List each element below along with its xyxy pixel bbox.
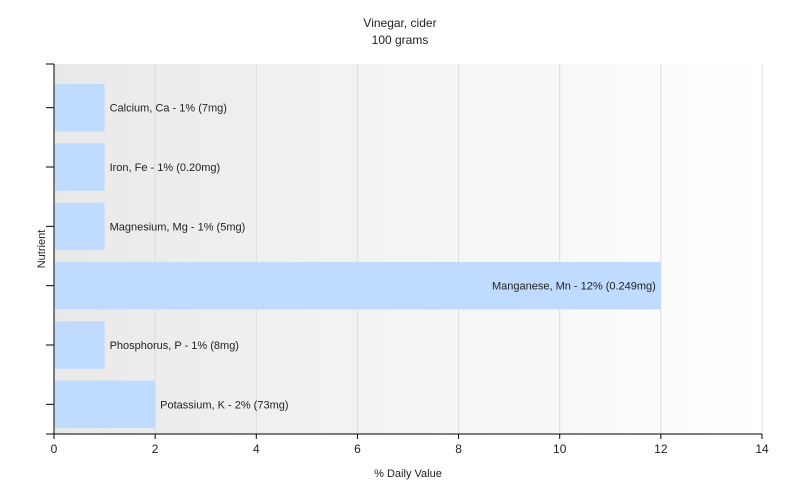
bar-label: Potassium, K - 2% (73mg) (160, 399, 288, 411)
gridlines (154, 64, 763, 434)
bar (55, 83, 105, 132)
bar-label: Calcium, Ca - 1% (7mg) (110, 103, 227, 115)
x-tick-label: 8 (455, 442, 462, 456)
chart-subtitle: 100 grams (372, 33, 429, 47)
axes: 0 2 4 6 8 10 12 14 (46, 63, 769, 456)
x-tick-label: 14 (755, 442, 769, 456)
bar-label: Manganese, Mn - 12% (0.249mg) (492, 281, 656, 293)
bar-label: Magnesium, Mg - 1% (5mg) (110, 221, 246, 233)
bar (55, 202, 105, 251)
bar (55, 321, 105, 369)
bar-label: Phosphorus, P - 1% (8mg) (110, 340, 239, 352)
x-tick-label: 0 (51, 442, 58, 456)
x-tick-label: 10 (553, 442, 567, 456)
x-tick-label: 6 (354, 442, 361, 456)
bar (55, 380, 156, 429)
x-tick-label: 4 (253, 442, 260, 456)
bar (55, 261, 661, 310)
x-axis-label: % Daily Value (374, 468, 442, 480)
y-axis-label: Nutrient (36, 230, 48, 269)
x-tick-label: 2 (152, 442, 159, 456)
bar-label: Iron, Fe - 1% (0.20mg) (110, 162, 221, 174)
plot-area (54, 64, 762, 434)
bars: Calcium, Ca - 1% (7mg) Iron, Fe - 1% (0.2… (55, 83, 661, 429)
bar (55, 143, 105, 191)
chart-title: Vinegar, cider (363, 16, 436, 30)
x-tick-label: 12 (654, 442, 668, 456)
